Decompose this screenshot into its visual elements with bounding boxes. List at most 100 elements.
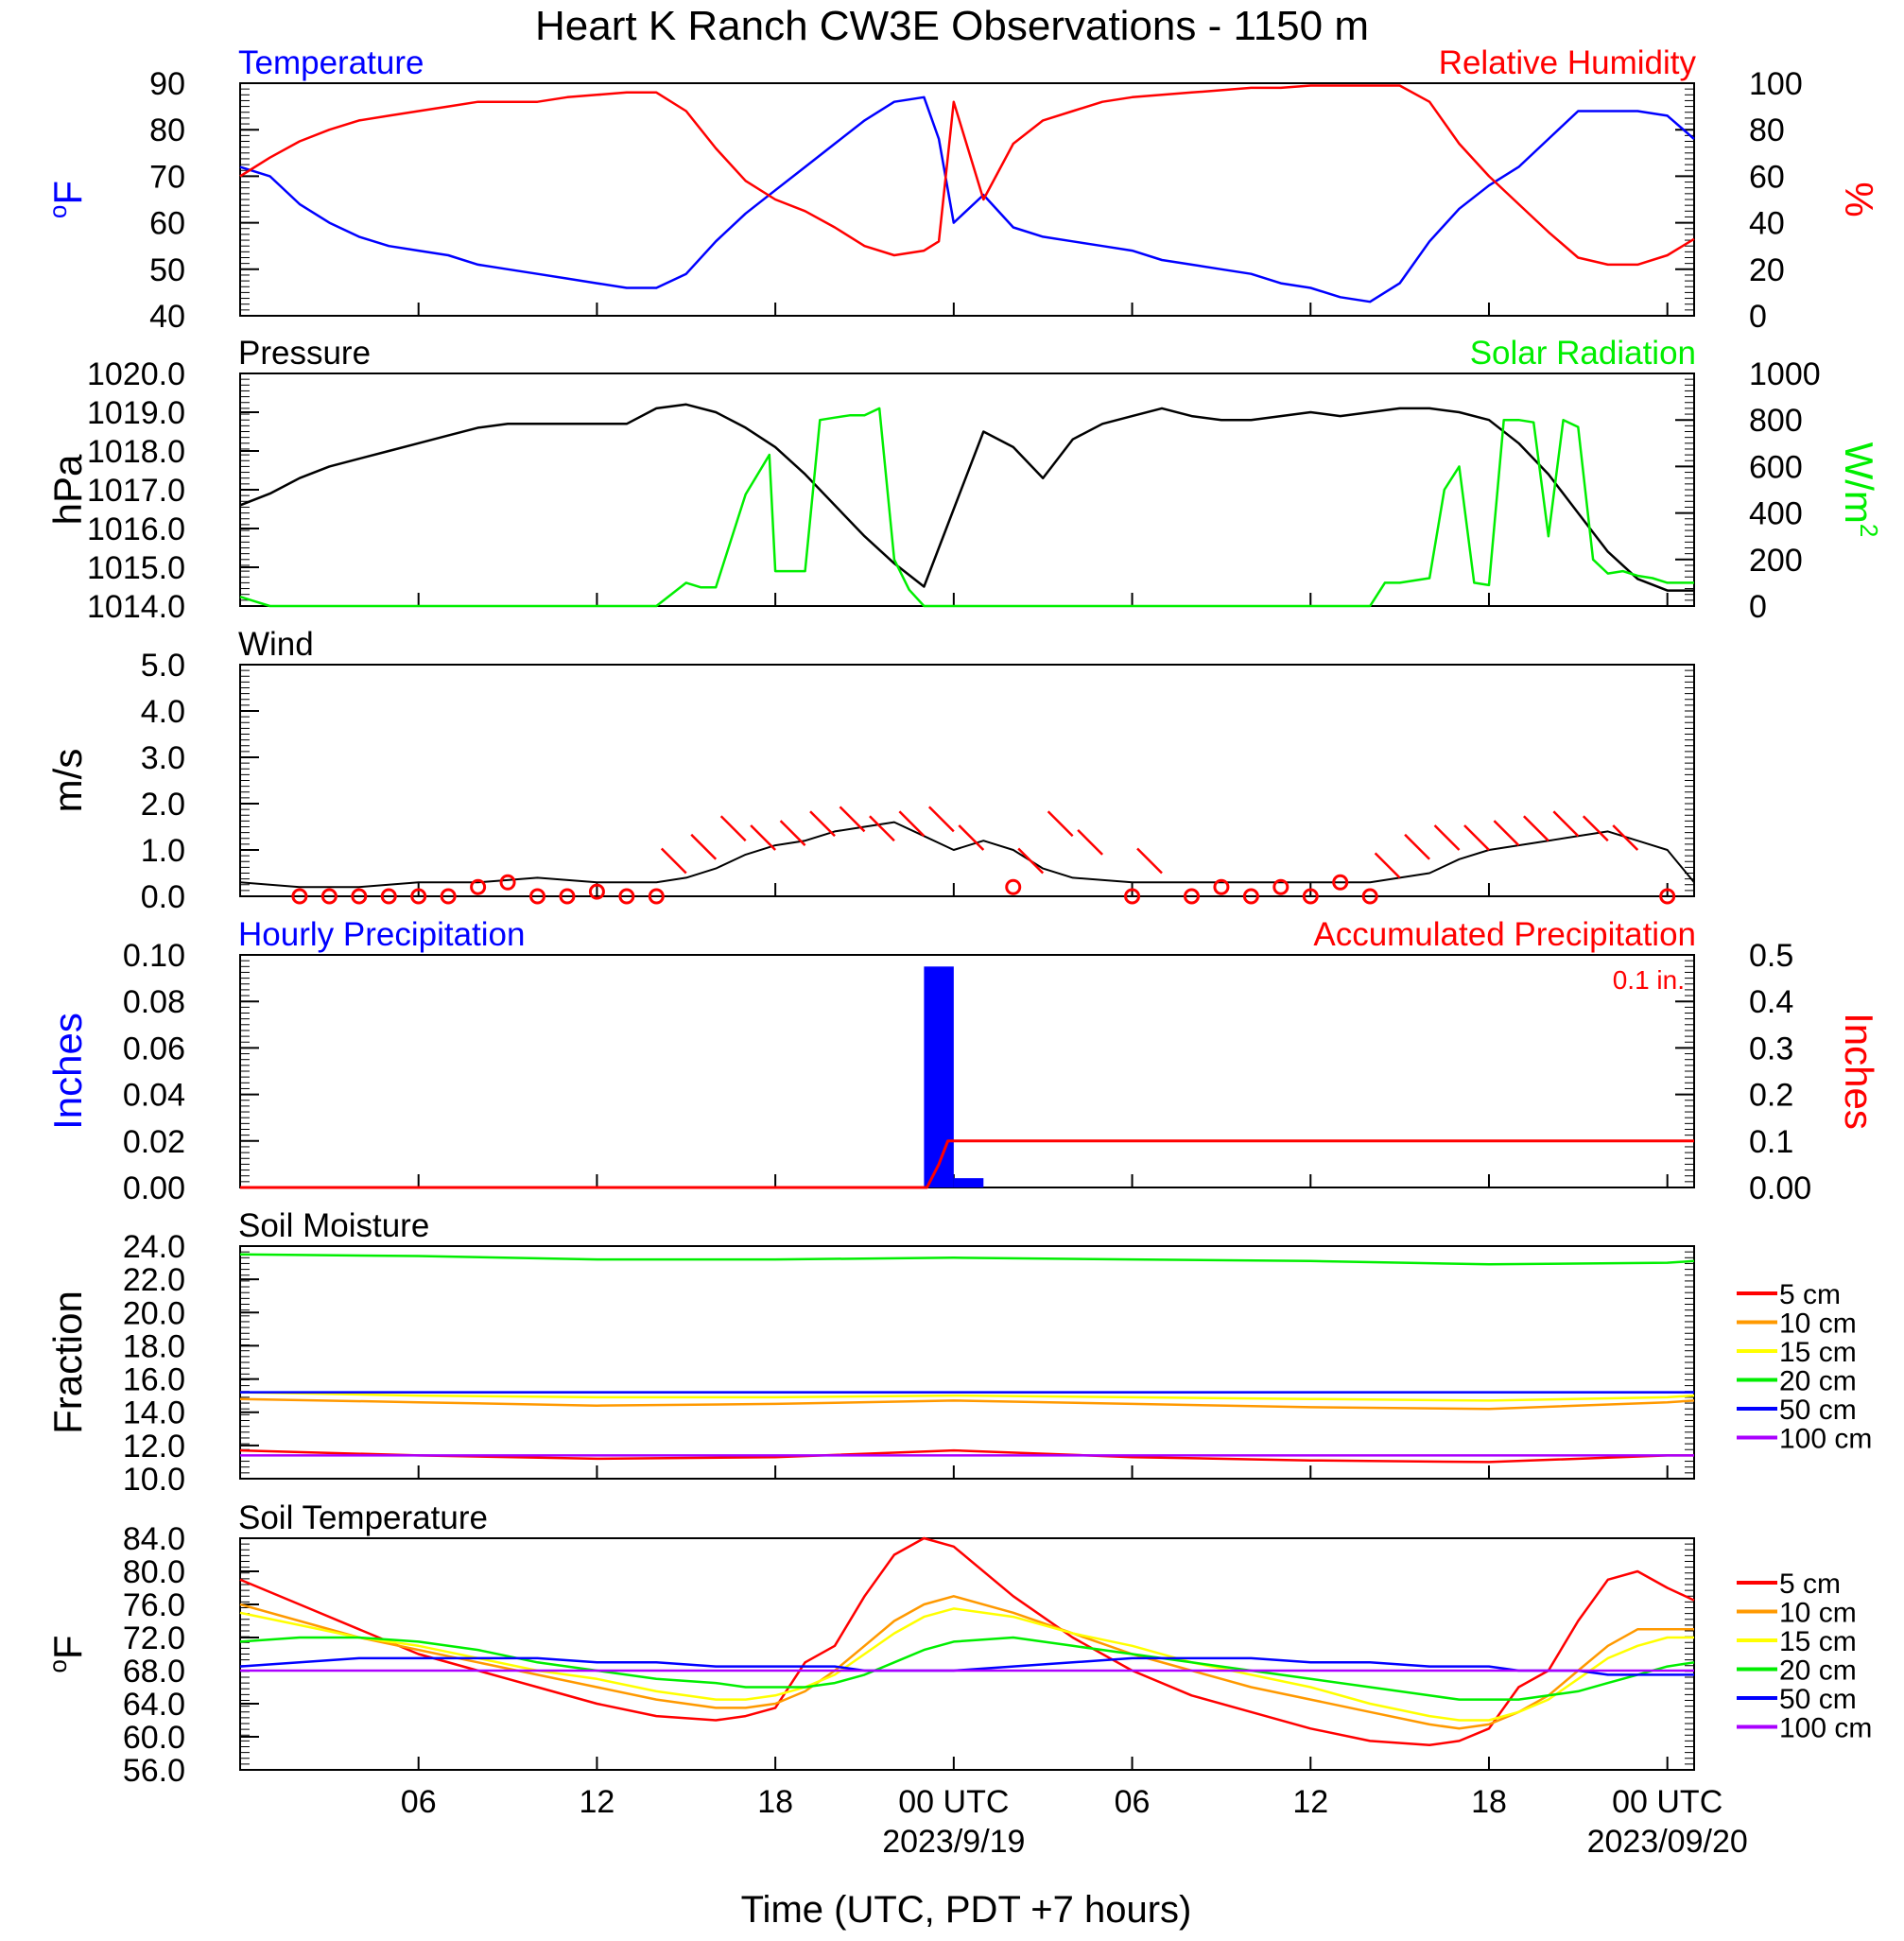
wind-calm-marker — [410, 888, 427, 905]
wind-calm-marker — [1659, 888, 1676, 905]
wind-barb — [660, 847, 687, 875]
y-tick-label-left: 1015.0 — [87, 550, 185, 586]
wind-barb — [1612, 824, 1639, 851]
x-axis: 06 12 18 00 UTC 2023/9/19 06 12 18 00 UTC 2023/09… — [401, 1784, 1748, 1860]
x-tick-date-label: 2023/9/19 — [882, 1824, 1025, 1860]
series-line-10-cm — [239, 1397, 1695, 1411]
panel-title-left: Temperature — [238, 44, 424, 81]
y-tick-label-left: 12.0 — [123, 1429, 185, 1464]
wind-calm-marker — [291, 888, 308, 905]
y-tick-label-left: 1016.0 — [87, 511, 185, 547]
y-tick-label-left: 2.0 — [141, 787, 185, 823]
legend-label: 50 cm — [1779, 1395, 1857, 1426]
y-tick-label-left: 70 — [149, 159, 185, 195]
y-tick-label-left: 0.04 — [123, 1078, 185, 1114]
y-tick-label-left: 76.0 — [123, 1587, 185, 1623]
y-tick-label-left: 5.0 — [141, 648, 185, 684]
y-tick-label-left: 64.0 — [123, 1687, 185, 1723]
x-tick-label: 06 — [401, 1784, 437, 1820]
wind-calm-marker — [1242, 888, 1259, 905]
y-tick-label-right: 0 — [1749, 589, 1767, 625]
wind-barb — [1582, 815, 1609, 842]
y-tick-label-right: 800 — [1749, 403, 1803, 439]
legend-label: 15 cm — [1779, 1626, 1857, 1657]
y-tick-label-right: 0 — [1749, 299, 1767, 335]
wind-calm-marker — [1272, 878, 1290, 895]
y-tick-label-right: 0.00 — [1749, 1170, 1811, 1206]
y-axis-title-left: Fraction — [45, 1291, 90, 1434]
y-tick-label-right: 400 — [1749, 496, 1803, 532]
series-line-15-cm — [239, 1391, 1695, 1402]
panel-title-left: Wind — [238, 626, 314, 663]
wind-calm-marker — [529, 888, 546, 905]
series-line-20-cm — [239, 1253, 1695, 1266]
wind-barb — [869, 815, 895, 842]
wind-barb — [809, 810, 836, 838]
series-line-20-cm — [239, 1636, 1695, 1701]
y-tick-label-left: 0.08 — [123, 984, 185, 1020]
y-axis-title-left: hPa — [45, 454, 90, 525]
wind-barb — [1552, 810, 1580, 838]
y-tick-label-right: 80 — [1749, 113, 1785, 148]
wind-calm-marker — [1213, 878, 1230, 895]
wind-barb — [1077, 829, 1103, 856]
wind-calm-marker — [440, 888, 457, 905]
wind-barb — [1374, 852, 1401, 879]
series-line-5-cm — [239, 1536, 1695, 1747]
y-tick-label-right: 20 — [1749, 252, 1785, 288]
series-line-50-cm — [239, 1656, 1694, 1676]
accumulated-precip-line — [240, 1139, 1694, 1189]
panel-frame — [239, 82, 1695, 317]
y-tick-label-left: 80 — [149, 113, 185, 148]
x-tick-label: 00 UTC — [1612, 1784, 1722, 1820]
y-tick-label-left: 80.0 — [123, 1554, 185, 1590]
wind-barb — [719, 815, 747, 842]
series-line-pressure — [239, 403, 1694, 592]
precip-bar — [953, 1178, 984, 1187]
y-tick-label-left: 50 — [149, 252, 185, 288]
panel-soil_temperature: 84.080.076.072.068.064.060.056.0 Soil Tem… — [43, 1499, 1872, 1789]
wind-calm-marker — [320, 888, 338, 905]
x-tick-label: 06 — [1115, 1784, 1151, 1820]
legend-label: 100 cm — [1779, 1424, 1872, 1455]
panel-precipitation: 0.10 0.08 0.06 0.04 0.02 0.00 0.5 0.4 0.3 0.2 0.1 0… — [45, 916, 1881, 1206]
y-axis-title-right: Inches — [1837, 1013, 1881, 1130]
wind-calm-marker — [499, 874, 516, 891]
legend-label: 20 cm — [1779, 1366, 1857, 1397]
panel-title-right: Accumulated Precipitation — [1313, 916, 1696, 953]
y-tick-label-left: 16.0 — [123, 1362, 185, 1398]
y-tick-label-left: 68.0 — [123, 1654, 185, 1690]
y-tick-label-left: 22.0 — [123, 1262, 185, 1298]
wind-calm-marker — [648, 888, 665, 905]
y-tick-label-right: 0.1 — [1749, 1124, 1793, 1160]
wind-calm-marker — [470, 878, 487, 895]
y-axis-title-left: oF — [43, 1635, 90, 1672]
y-tick-label-left: 1018.0 — [87, 434, 185, 470]
panel-title-right: Solar Radiation — [1470, 335, 1696, 372]
panel-wind: 5.0 4.0 3.0 2.0 1.0 0.0 Wind m/s — [45, 626, 1695, 915]
y-axis-title-left: m/s — [45, 749, 90, 813]
y-tick-label-left: 72.0 — [123, 1620, 185, 1656]
wind-calm-marker — [1005, 878, 1022, 895]
y-tick-label-left: 1019.0 — [87, 395, 185, 431]
y-tick-label-left: 0.00 — [123, 1170, 185, 1206]
y-tick-label-right: 600 — [1749, 449, 1803, 485]
wind-barb — [1433, 824, 1461, 851]
wind-barb — [1136, 847, 1163, 875]
panel-frame — [239, 664, 1695, 897]
legend-label: 10 cm — [1779, 1308, 1857, 1340]
y-tick-label-right: 40 — [1749, 206, 1785, 242]
legend-label: 5 cm — [1779, 1568, 1841, 1600]
wind-barb — [779, 820, 806, 846]
y-tick-label-right: 0.3 — [1749, 1031, 1793, 1066]
wind-calm-marker — [351, 888, 368, 905]
legend-label: 10 cm — [1779, 1598, 1857, 1629]
x-tick-label: 18 — [1471, 1784, 1507, 1820]
y-tick-label-right: 0.5 — [1749, 938, 1793, 974]
y-tick-label-right: 100 — [1749, 66, 1803, 102]
wind-barb — [898, 810, 926, 838]
y-tick-label-left: 60.0 — [123, 1720, 185, 1756]
y-tick-label-left: 1017.0 — [87, 473, 185, 509]
